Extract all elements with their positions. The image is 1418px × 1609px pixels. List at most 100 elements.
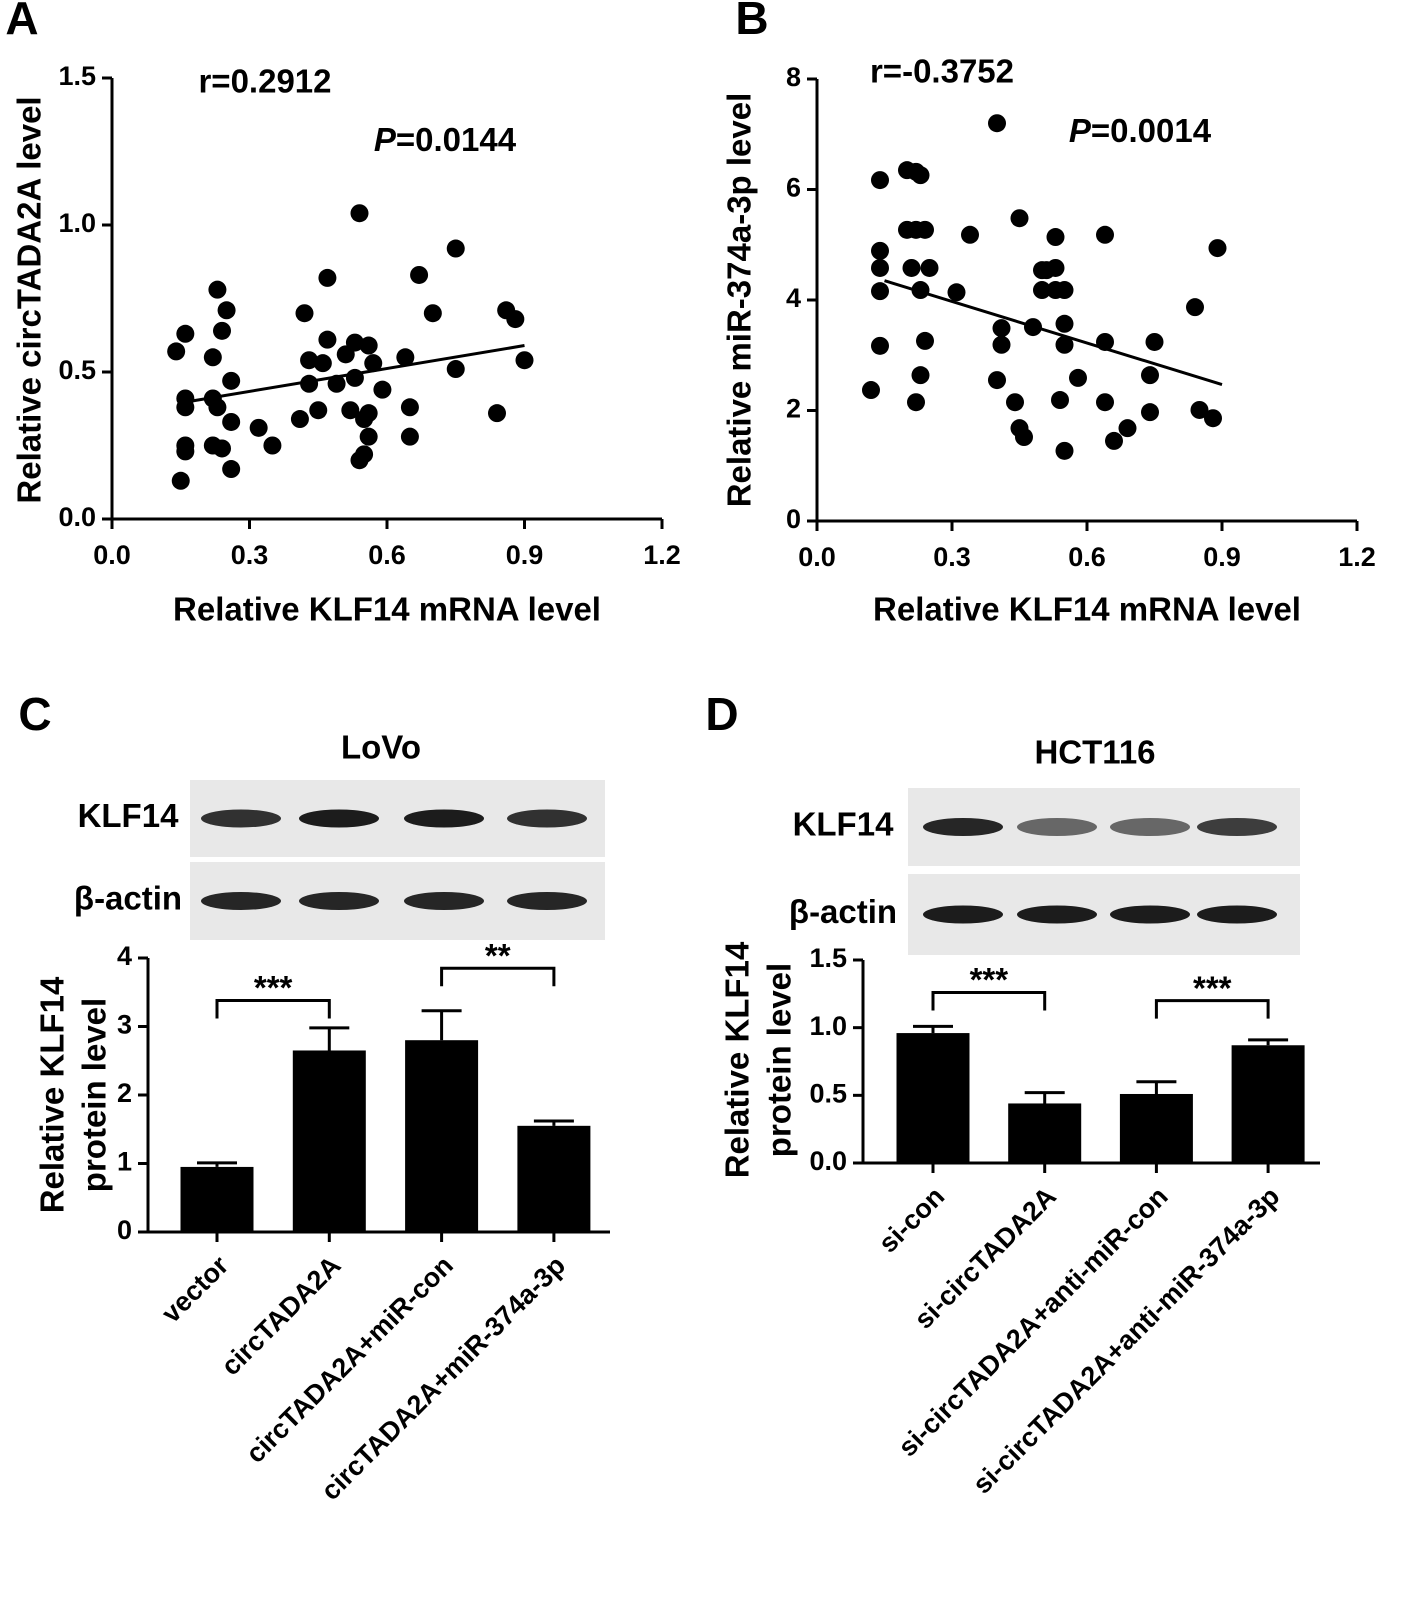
point	[1208, 239, 1227, 258]
point	[1055, 441, 1074, 460]
point	[871, 171, 889, 190]
point	[373, 380, 392, 399]
point	[345, 333, 364, 352]
point	[341, 401, 360, 420]
point	[911, 166, 930, 185]
point	[916, 331, 934, 350]
point	[871, 336, 889, 355]
point	[1055, 314, 1074, 333]
x-tick-label: circTADA2A+miR-374a-3p	[315, 1250, 571, 1506]
error-bar	[1024, 1091, 1065, 1104]
significance-label: ***	[970, 961, 1009, 998]
y-tick-label: 6	[786, 173, 801, 203]
y-axis-label: Relative circTADA2A level	[11, 96, 48, 503]
x-tick-label: 1.2	[1338, 542, 1376, 572]
blot-label: β-actin	[74, 880, 182, 917]
error-bar	[913, 1024, 953, 1034]
y-tick-label: 1.0	[58, 208, 96, 238]
point	[1055, 281, 1074, 300]
bar	[1119, 1093, 1193, 1163]
point	[1145, 332, 1164, 351]
point	[446, 360, 465, 379]
point	[1096, 393, 1114, 412]
point	[1096, 225, 1114, 244]
x-tick-label: 0.9	[1203, 542, 1241, 572]
y-tick-label: 8	[786, 62, 801, 92]
point	[862, 381, 880, 400]
blot-band	[507, 892, 587, 910]
point	[400, 398, 419, 417]
point	[871, 241, 889, 260]
point	[295, 304, 314, 323]
blot-band	[201, 809, 281, 828]
blot-band	[923, 818, 1003, 836]
y-axis-label: Relative KLF14	[34, 976, 71, 1213]
point	[167, 342, 186, 361]
blot-title: HCT116	[1034, 734, 1155, 771]
y-tick-label: 1.5	[58, 61, 96, 91]
point	[916, 220, 934, 239]
point	[1046, 258, 1065, 277]
p-symbol: P	[374, 121, 397, 158]
error-bar	[197, 1161, 237, 1167]
error-bar	[1248, 1038, 1289, 1046]
x-axis-label: Relative KLF14 mRNA level	[173, 591, 601, 628]
y-tick-label: 0.0	[58, 502, 96, 532]
point	[1204, 409, 1222, 428]
point	[947, 283, 966, 302]
point	[902, 258, 921, 277]
error-bar	[1136, 1080, 1177, 1094]
point	[208, 398, 227, 417]
bar	[180, 1166, 254, 1232]
point	[396, 348, 415, 367]
fit-line	[180, 344, 525, 405]
point	[515, 351, 534, 370]
point	[222, 371, 241, 390]
point	[446, 239, 465, 258]
blot-label: β-actin	[789, 893, 897, 930]
x-tick-label: si-con	[873, 1181, 950, 1258]
point	[313, 354, 332, 373]
blot-band	[1110, 905, 1190, 924]
point	[309, 401, 328, 420]
blot-band	[1017, 818, 1097, 836]
point	[920, 258, 939, 277]
point	[1055, 335, 1074, 354]
p-text: =0.0144	[396, 121, 517, 158]
point	[911, 366, 930, 385]
error-bar	[533, 1119, 574, 1126]
blot-band	[1197, 818, 1277, 836]
point	[1069, 368, 1087, 387]
p-value: P=0.0144	[374, 121, 517, 158]
error-bar	[421, 1009, 462, 1041]
point	[1190, 400, 1209, 419]
y-tick-label: 0	[117, 1215, 132, 1245]
y-tick-label: 0	[786, 504, 801, 534]
significance-bracket	[440, 966, 556, 987]
point	[222, 460, 241, 479]
x-tick-label: circTADA2A+miR-con	[240, 1250, 459, 1469]
bar	[292, 1050, 366, 1232]
point	[203, 348, 222, 367]
point	[1141, 366, 1159, 385]
point	[1046, 228, 1065, 247]
bar	[1008, 1103, 1082, 1163]
point	[988, 114, 1006, 133]
significance-bracket	[215, 998, 331, 1019]
point	[506, 310, 525, 329]
point	[488, 404, 506, 423]
fit-line	[884, 279, 1223, 386]
y-tick-label: 4	[786, 283, 801, 313]
panel-letter: B	[735, 0, 768, 44]
x-tick-label: 0.6	[1068, 542, 1106, 572]
blot-label: KLF14	[78, 797, 180, 834]
point	[1051, 391, 1069, 410]
y-axis-label: Relative KLF14	[719, 941, 756, 1178]
point	[871, 282, 889, 301]
point	[318, 330, 337, 349]
y-tick-label: 2	[117, 1078, 132, 1108]
y-tick-label: 0.5	[58, 355, 96, 385]
point	[208, 280, 227, 299]
point	[871, 258, 889, 277]
